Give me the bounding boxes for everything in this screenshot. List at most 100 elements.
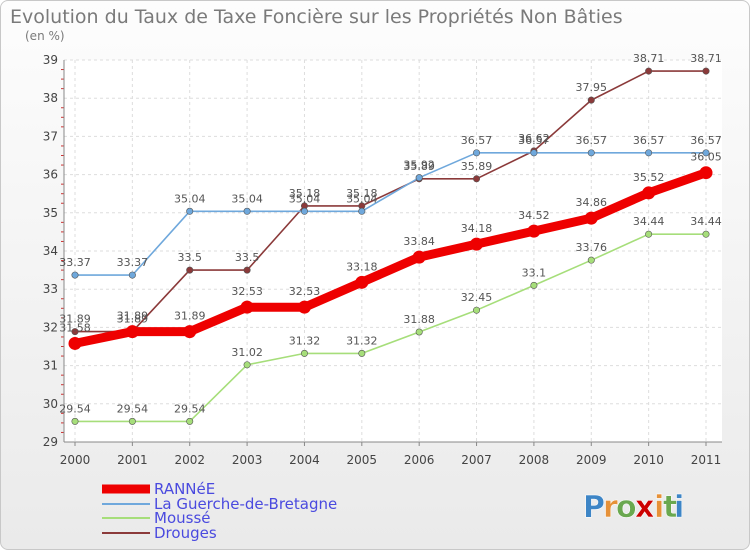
data-label: 29.54	[59, 402, 91, 415]
logo-letter: i	[654, 490, 664, 525]
x-tick-label: 2005	[347, 453, 378, 467]
data-label: 34.18	[461, 222, 493, 235]
y-tick-label: 31	[43, 359, 58, 373]
legend-label: RANNéE	[154, 480, 215, 498]
data-point	[128, 271, 136, 279]
data-point	[71, 271, 79, 279]
data-label: 35.89	[461, 160, 493, 173]
data-point	[587, 256, 595, 264]
data-point	[470, 237, 484, 251]
data-label: 35.89	[403, 160, 435, 173]
chart-subtitle: (en %)	[25, 29, 65, 43]
data-point	[645, 230, 653, 238]
data-point	[645, 67, 653, 75]
data-label: 31.89	[174, 310, 206, 323]
data-label: 31.89	[117, 313, 149, 326]
data-point	[473, 175, 481, 183]
data-point	[300, 349, 308, 357]
y-tick-label: 39	[43, 53, 58, 67]
data-point	[186, 266, 194, 274]
x-tick-label: 2008	[519, 453, 550, 467]
data-label: 35.18	[346, 187, 378, 200]
data-point	[530, 149, 538, 157]
x-tick-label: 2003	[232, 453, 263, 467]
grid	[64, 59, 722, 443]
data-label: 33.37	[117, 256, 149, 269]
y-tick-label: 30	[43, 397, 58, 411]
data-point	[71, 328, 79, 336]
data-point	[473, 306, 481, 314]
x-tick-label: 2001	[117, 453, 148, 467]
data-point	[702, 67, 710, 75]
chart-title: Evolution du Taux de Taxe Foncière sur l…	[10, 6, 623, 28]
x-tick-label: 2007	[461, 453, 492, 467]
data-label: 32.45	[461, 291, 493, 304]
y-tick-label: 29	[43, 435, 58, 449]
axes: 29 30 31 32 33 34 35 36 37 38 39 2000 2001 2002 2003 20…	[43, 53, 722, 467]
data-point	[71, 417, 79, 425]
data-point	[358, 349, 366, 357]
logo-letter: P	[583, 490, 605, 525]
data-point	[243, 361, 251, 369]
data-point	[186, 417, 194, 425]
x-tick-label: 2006	[404, 453, 435, 467]
x-tick-label: 2009	[576, 453, 607, 467]
data-label: 35.52	[633, 171, 665, 184]
data-point	[125, 325, 139, 339]
y-tick-label: 37	[43, 129, 58, 143]
data-label: 33.84	[403, 235, 435, 248]
x-tick-label: 2010	[633, 453, 664, 467]
data-label: 33.1	[522, 266, 547, 279]
series-line	[75, 233, 706, 423]
data-label: 36.57	[690, 134, 722, 147]
data-point	[473, 149, 481, 157]
data-point	[415, 328, 423, 336]
series-line	[74, 168, 708, 348]
x-tick-label: 2011	[691, 453, 722, 467]
data-label: 35.04	[346, 192, 378, 205]
data-label: 35.04	[289, 192, 321, 205]
data-label: 31.88	[403, 313, 435, 326]
data-label: 33.76	[576, 241, 608, 254]
x-tick-label: 2004	[289, 453, 320, 467]
data-label: 31.32	[289, 334, 321, 347]
data-label: 29.54	[174, 402, 206, 415]
data-point	[128, 417, 136, 425]
data-point	[186, 207, 194, 215]
data-label: 31.32	[346, 334, 378, 347]
data-label: 34.86	[576, 196, 608, 209]
y-tick-label: 35	[43, 206, 58, 220]
data-point	[300, 207, 308, 215]
data-label: 35.18	[289, 187, 321, 200]
x-tick-label: 2002	[174, 453, 205, 467]
data-point	[412, 250, 426, 264]
data-label: 36.57	[461, 134, 493, 147]
legend-label: La Guerche-de-Bretagne	[154, 495, 337, 513]
data-point	[702, 230, 710, 238]
data-point	[68, 336, 82, 350]
y-tick-label: 33	[43, 282, 58, 296]
data-label: 31.89	[117, 310, 149, 323]
logo-letter: o	[616, 490, 637, 525]
logo-letter: r	[603, 490, 618, 525]
logo-letter: i	[674, 490, 684, 525]
data-point	[183, 325, 197, 339]
data-label: 29.54	[117, 402, 149, 415]
data-point	[642, 186, 656, 200]
data-label: 35.92	[403, 159, 435, 172]
data-label: 32.53	[289, 285, 321, 298]
y-tick-label: 36	[43, 168, 58, 182]
data-label: 31.02	[231, 346, 263, 359]
data-label: 34.44	[690, 215, 722, 228]
series-0	[68, 166, 713, 350]
legend-label: Drouges	[154, 524, 217, 542]
data-label: 35.04	[174, 192, 206, 205]
data-label: 32.53	[231, 285, 263, 298]
data-label: 31.89	[59, 313, 91, 326]
y-tick-label: 38	[43, 91, 58, 105]
logo-letter: x	[635, 490, 654, 525]
data-label: 33.37	[59, 256, 91, 269]
